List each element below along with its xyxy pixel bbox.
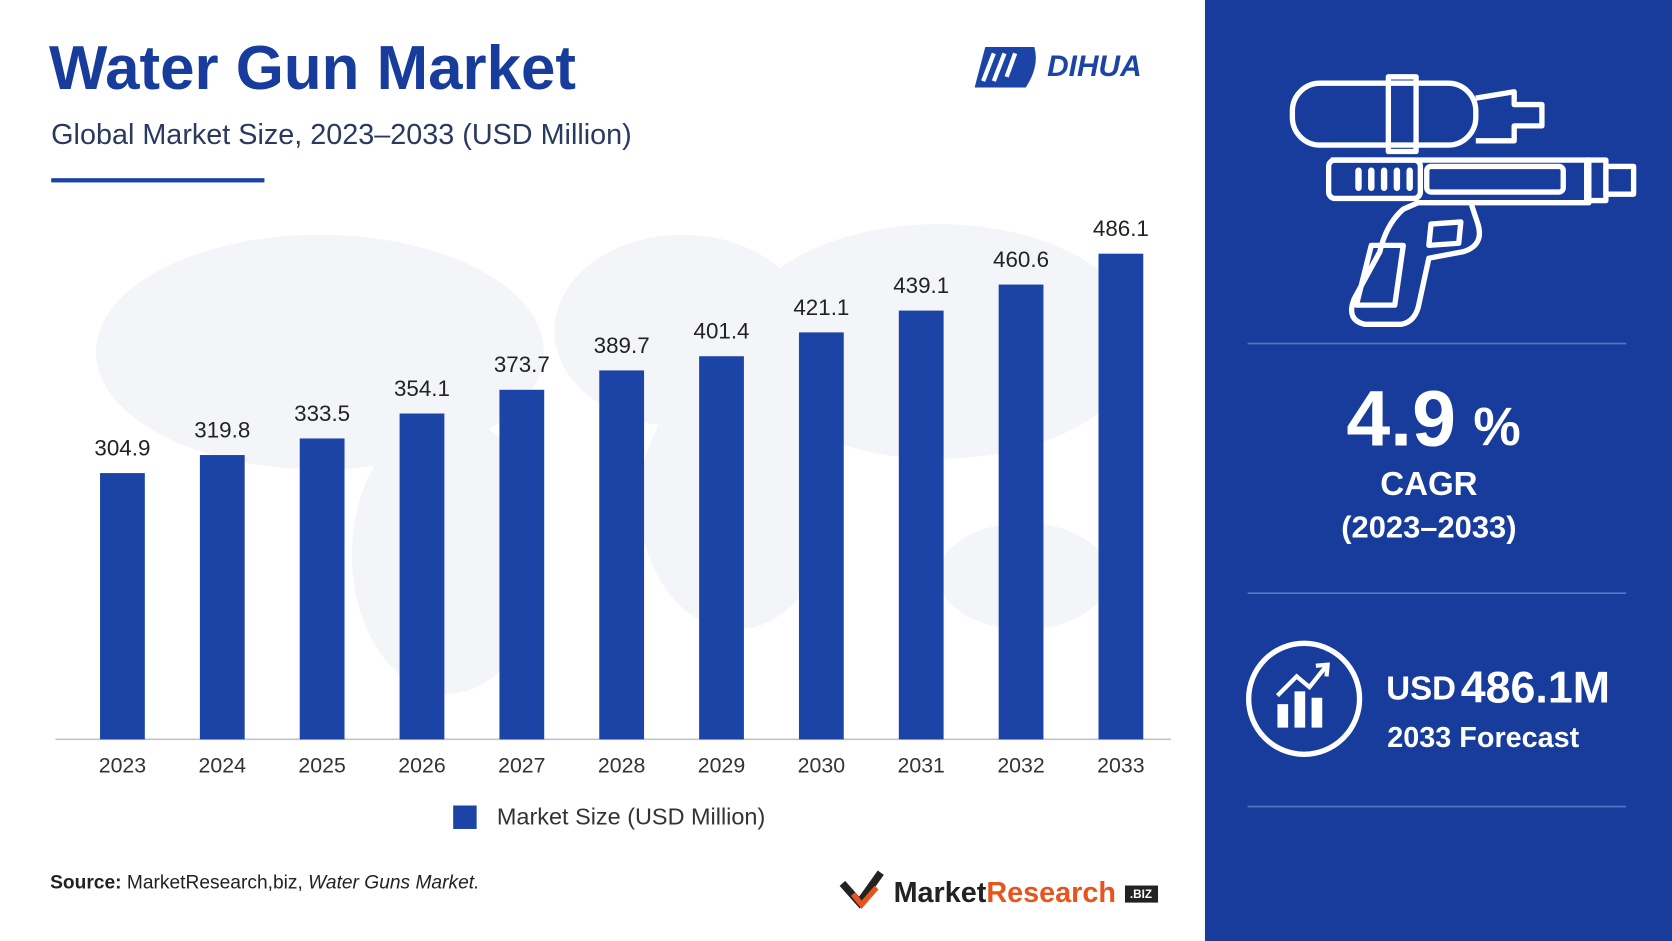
panel-dividers: [1247, 342, 1627, 808]
footer-logo: MarketResearch .BIZ: [839, 870, 1159, 909]
forecast-value: 486.1M: [1461, 662, 1610, 712]
legend-label: Market Size (USD Million): [497, 804, 765, 830]
legend-swatch: [453, 805, 477, 829]
forecast-currency: USD: [1386, 670, 1456, 707]
source-label: Source:: [50, 872, 121, 893]
bar: [299, 438, 345, 740]
x-tick-label: 2027: [498, 754, 545, 778]
source-text: MarketResearch,biz,: [127, 872, 303, 893]
bar: [898, 310, 944, 740]
value-label: 401.4: [694, 319, 750, 344]
bar: [1098, 253, 1144, 740]
bar: [199, 455, 245, 740]
growth-icon: [1246, 640, 1363, 757]
title-underline: [51, 178, 265, 183]
footer-logo-part2: Research: [986, 877, 1116, 909]
bar: [100, 473, 145, 740]
bar: [998, 284, 1044, 740]
cagr-unit: %: [1473, 398, 1520, 457]
x-tick-label: 2024: [199, 754, 247, 778]
plot: 2023 304.9 2024 319.8 2025 333.5 2026 354.1 2027…: [94, 216, 1148, 778]
side-panel: [1204, 0, 1672, 941]
bar: [399, 413, 445, 740]
x-tick-label: 2032: [997, 754, 1044, 778]
bar: [699, 356, 744, 740]
x-tick-label: 2033: [1097, 754, 1144, 778]
source-title: Water Guns Market.: [308, 872, 479, 893]
value-label: 319.8: [194, 417, 250, 442]
bar: [798, 332, 844, 740]
bar: [499, 389, 545, 740]
value-label: 373.7: [494, 352, 550, 377]
x-tick-label: 2030: [798, 754, 846, 778]
cagr-label: CAGR: [1380, 466, 1477, 503]
value-label: 304.9: [94, 436, 150, 461]
x-tick-label: 2023: [99, 754, 146, 778]
forecast-label: 2033 Forecast: [1387, 722, 1579, 754]
source: Source: MarketResearch,biz, Water Guns M…: [50, 872, 479, 893]
value-label: 486.1: [1093, 216, 1149, 241]
footer-logo-part1: Market: [894, 877, 987, 909]
value-label: 439.1: [893, 273, 949, 298]
water-gun-icon: [1289, 74, 1637, 328]
value-label: 421.1: [793, 295, 849, 320]
brand-name: DIHUA: [1047, 50, 1142, 83]
value-label: 354.1: [394, 376, 450, 401]
x-tick-label: 2026: [398, 754, 445, 778]
brand-logo: DIHUA: [974, 46, 1142, 88]
x-tick-label: 2028: [598, 754, 645, 778]
x-tick-label: 2025: [298, 754, 345, 778]
cagr-value: 4.9: [1346, 374, 1456, 462]
bar: [599, 370, 645, 740]
value-label: 389.7: [594, 333, 650, 358]
forecast: USD 486.1M: [1386, 662, 1610, 712]
footer-logo-text: MarketResearch: [894, 877, 1116, 909]
footer-logo-suffix: .BIZ: [1130, 888, 1152, 901]
value-label: 333.5: [294, 401, 350, 426]
x-tick-label: 2029: [698, 754, 745, 778]
value-label: 460.6: [993, 247, 1049, 272]
chart-subtitle: Global Market Size, 2023–2033 (USD Milli…: [51, 119, 632, 151]
chart-title: Water Gun Market: [49, 34, 576, 103]
cagr-period: (2023–2033): [1341, 509, 1516, 544]
x-tick-label: 2031: [897, 754, 944, 778]
